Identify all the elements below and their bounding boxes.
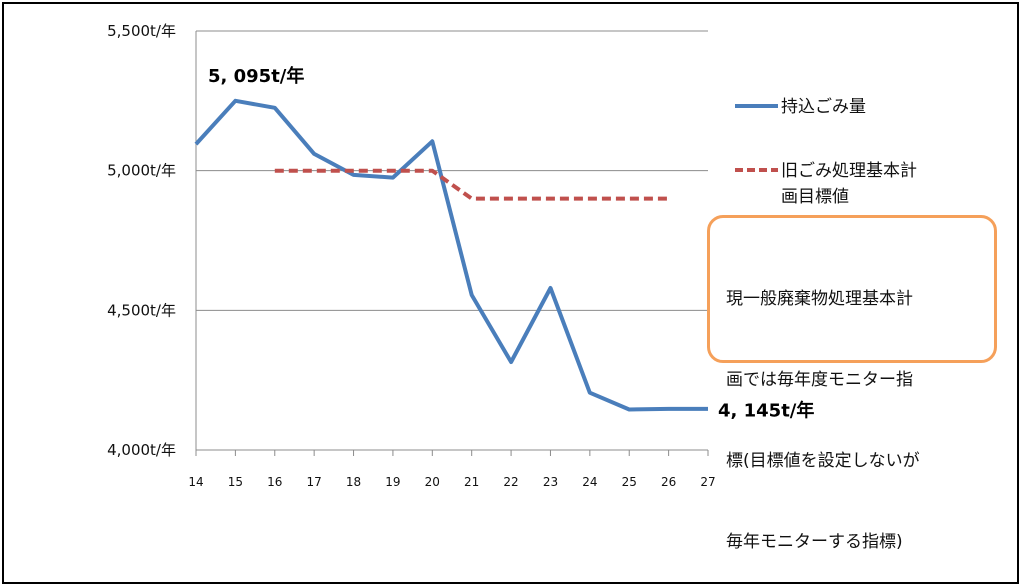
x-tick-label: 27 — [700, 475, 715, 489]
x-tick-label: 22 — [503, 475, 518, 489]
legend-label: 画目標値 — [781, 187, 849, 207]
legend-label: 旧ごみ処理基本計 — [781, 161, 917, 181]
x-tick-label: 20 — [425, 475, 440, 489]
note-line: 画では毎年度モニター指 — [726, 370, 913, 390]
note-line: 毎年モニターする指標) — [726, 532, 903, 552]
x-tick-label: 23 — [543, 475, 558, 489]
x-tick-label: 15 — [228, 475, 243, 489]
note-line: 現一般廃棄物処理基本計 — [726, 289, 913, 309]
legend-label: 持込ごみ量 — [781, 97, 866, 117]
x-tick-label: 17 — [307, 475, 322, 489]
series-line-1 — [194, 98, 708, 412]
y-tick-label: 5,500t/年 — [107, 22, 176, 40]
x-tick-label: 21 — [464, 475, 479, 489]
x-tick-label: 26 — [661, 475, 676, 489]
x-tick-label: 18 — [346, 475, 361, 489]
x-tick-label: 24 — [582, 475, 597, 489]
series-line-2 — [274, 168, 669, 201]
note-callout: 現一般廃棄物処理基本計 画では毎年度モニター指 標(目標値を設定しないが 毎年モ… — [707, 215, 997, 552]
y-tick-label: 5,000t/年 — [107, 162, 176, 180]
annotation-end-value: 4, 145t/年 — [718, 399, 814, 421]
x-tick-label: 19 — [385, 475, 400, 489]
note-line: 標(目標値を設定しないが — [726, 451, 920, 471]
y-tick-label: 4,000t/年 — [107, 441, 176, 459]
annotation-start-value: 5, 095t/年 — [208, 65, 304, 87]
x-tick-label: 16 — [267, 475, 282, 489]
y-tick-label: 4,500t/年 — [107, 301, 176, 319]
x-tick-label: 14 — [188, 475, 203, 489]
x-tick-label: 25 — [622, 475, 637, 489]
